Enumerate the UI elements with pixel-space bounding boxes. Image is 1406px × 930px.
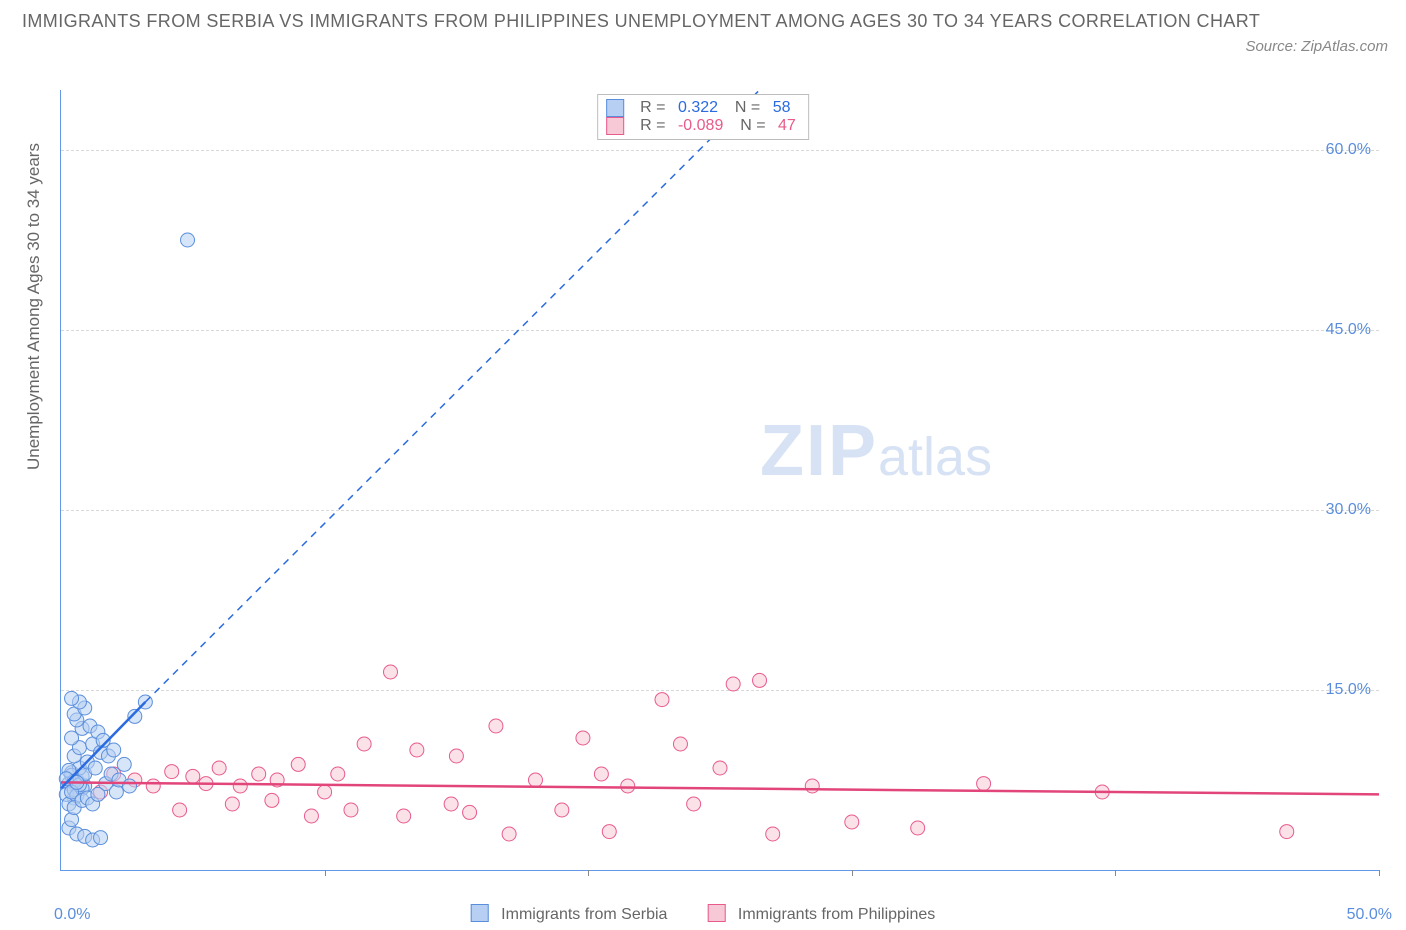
data-point-philippines (687, 797, 701, 811)
stats-philippines-n: 47 (778, 117, 796, 135)
data-point-serbia (91, 787, 105, 801)
data-point-philippines (602, 825, 616, 839)
x-tick-max: 50.0% (1347, 906, 1392, 924)
data-point-serbia (94, 831, 108, 845)
data-point-philippines (173, 803, 187, 817)
data-point-serbia (117, 757, 131, 771)
legend-philippines-label: Immigrants from Philippines (738, 906, 935, 923)
x-tick-0: 0.0% (54, 906, 90, 924)
stats-philippines-r: -0.089 (678, 117, 723, 135)
data-point-philippines (252, 767, 266, 781)
data-point-philippines (805, 779, 819, 793)
data-point-philippines (655, 693, 669, 707)
data-point-philippines (528, 773, 542, 787)
data-point-philippines (555, 803, 569, 817)
data-point-philippines (463, 805, 477, 819)
data-point-philippines (766, 827, 780, 841)
data-point-philippines (265, 793, 279, 807)
stats-n-label: N = (726, 99, 765, 117)
legend-serbia-label: Immigrants from Serbia (501, 906, 667, 923)
data-point-philippines (713, 761, 727, 775)
stats-r-label: R = (640, 99, 670, 117)
data-point-philippines (576, 731, 590, 745)
x-tick (325, 870, 326, 876)
data-point-serbia (107, 743, 121, 757)
chart-title: IMMIGRANTS FROM SERBIA VS IMMIGRANTS FRO… (22, 6, 1266, 36)
trend-line (61, 782, 1379, 794)
data-point-philippines (225, 797, 239, 811)
data-point-philippines (753, 673, 767, 687)
chart-svg (61, 90, 1379, 870)
data-point-philippines (212, 761, 226, 775)
legend-item-philippines: Immigrants from Philippines (707, 904, 935, 924)
data-point-philippines (146, 779, 160, 793)
data-point-philippines (673, 737, 687, 751)
x-tick (852, 870, 853, 876)
source-label: Source: ZipAtlas.com (1245, 38, 1388, 55)
swatch-philippines (606, 117, 624, 135)
data-point-philippines (726, 677, 740, 691)
data-point-serbia (65, 691, 79, 705)
data-point-philippines (621, 779, 635, 793)
data-point-philippines (304, 809, 318, 823)
data-point-philippines (444, 797, 458, 811)
trend-line (145, 90, 759, 702)
data-point-philippines (318, 785, 332, 799)
data-point-serbia (123, 779, 137, 793)
legend-item-serbia: Immigrants from Serbia (471, 904, 668, 924)
data-point-serbia (88, 761, 102, 775)
data-point-philippines (186, 769, 200, 783)
data-point-philippines (911, 821, 925, 835)
swatch-serbia (606, 99, 624, 117)
data-point-philippines (384, 665, 398, 679)
data-point-philippines (977, 777, 991, 791)
x-tick (1379, 870, 1380, 876)
data-point-philippines (397, 809, 411, 823)
data-point-philippines (449, 749, 463, 763)
data-point-philippines (1280, 825, 1294, 839)
swatch-philippines-2 (707, 904, 725, 922)
stats-r-label: R = (640, 117, 670, 135)
data-point-philippines (489, 719, 503, 733)
data-point-philippines (502, 827, 516, 841)
x-tick (588, 870, 589, 876)
swatch-serbia-2 (471, 904, 489, 922)
data-point-philippines (291, 757, 305, 771)
stats-serbia-r: 0.322 (678, 99, 718, 117)
data-point-philippines (165, 765, 179, 779)
data-point-philippines (357, 737, 371, 751)
data-point-serbia (181, 233, 195, 247)
stats-legend: R = 0.322 N = 58 R = -0.089 N = 47 (597, 94, 809, 140)
data-point-philippines (594, 767, 608, 781)
stats-serbia-n: 58 (773, 99, 791, 117)
series-legend: Immigrants from Serbia Immigrants from P… (471, 904, 936, 924)
data-point-philippines (845, 815, 859, 829)
stats-row-serbia: R = 0.322 N = 58 (606, 99, 796, 117)
plot-area: 15.0%30.0%45.0%60.0% (60, 90, 1379, 871)
data-point-philippines (344, 803, 358, 817)
stats-row-philippines: R = -0.089 N = 47 (606, 117, 796, 135)
data-point-philippines (233, 779, 247, 793)
y-axis-label: Unemployment Among Ages 30 to 34 years (24, 143, 44, 470)
stats-n-label: N = (731, 117, 770, 135)
data-point-philippines (410, 743, 424, 757)
data-point-philippines (331, 767, 345, 781)
x-tick (1115, 870, 1116, 876)
